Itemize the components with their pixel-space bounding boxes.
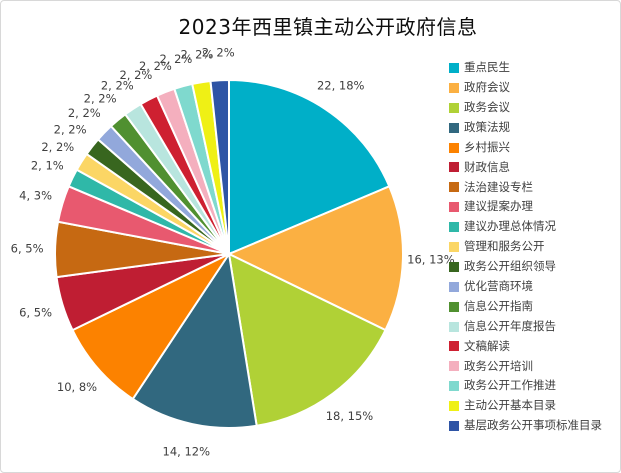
legend-swatch	[449, 142, 459, 153]
legend-swatch	[449, 222, 459, 233]
data-label: 2, 2%	[202, 45, 235, 59]
data-label: 2, 2%	[68, 106, 101, 120]
legend-item: 基层政务公开事项标准目录	[449, 416, 602, 436]
legend-swatch	[449, 361, 459, 372]
legend-item: 信息公开年度报告	[449, 317, 602, 337]
legend-swatch	[449, 321, 459, 332]
legend-item: 政务公开组织领导	[449, 257, 602, 277]
legend-item: 建议提案办理	[449, 197, 602, 217]
data-label: 6, 5%	[11, 242, 44, 256]
data-label: 2, 2%	[84, 92, 117, 106]
data-label: 2, 2%	[54, 122, 87, 136]
legend-item-label: 政策法规	[464, 119, 510, 134]
legend-item-label: 优化营商环境	[464, 278, 533, 293]
legend: 重点民生政府会议政务会议政策法规乡村振兴财政信息法治建设专栏 建议提案办理建议办理…	[449, 58, 602, 436]
data-label: 4, 3%	[19, 189, 52, 203]
legend-item-label: 政务公开工作推进	[464, 378, 556, 393]
legend-item: 信息公开指南	[449, 297, 602, 317]
legend-swatch	[449, 381, 459, 392]
legend-swatch	[449, 102, 459, 113]
legend-item: 主动公开基本目录	[449, 396, 602, 416]
pie-slice	[71, 251, 232, 401]
legend-swatch	[449, 62, 459, 73]
legend-swatch	[449, 162, 459, 173]
legend-item-label: 重点民生	[464, 60, 510, 75]
data-label: 14, 12%	[163, 444, 211, 458]
data-label: 2, 2%	[139, 59, 172, 73]
legend-item: 财政信息	[449, 157, 602, 177]
legend-item: 政务公开工作推进	[449, 376, 602, 396]
data-label: 2, 2%	[119, 68, 152, 82]
legend-swatch	[449, 281, 459, 292]
data-label: 22, 18%	[317, 79, 365, 93]
data-label: 2, 2%	[180, 48, 213, 62]
legend-item-label: 信息公开指南	[464, 298, 533, 313]
data-label: 16, 13%	[407, 252, 455, 266]
pie-slice	[227, 252, 387, 427]
legend-item-label: 政务公开培训	[464, 358, 533, 373]
legend-item: 政务会议	[449, 98, 602, 118]
legend-item: 政务公开培训	[449, 356, 602, 376]
legend-item-label: 信息公开年度报告	[464, 318, 556, 333]
pie-slice	[209, 78, 230, 255]
legend-item-label: 乡村振兴	[464, 139, 510, 154]
legend-swatch	[449, 420, 459, 431]
data-label: 2, 1%	[31, 159, 64, 173]
legend-item-label: 文稿解读	[464, 338, 510, 353]
data-label: 18, 15%	[326, 409, 374, 423]
legend-item-label: 政务公开组织领导	[464, 259, 556, 274]
legend-swatch	[449, 401, 459, 412]
legend-swatch	[449, 241, 459, 252]
legend-item-label: 建议提案办理	[464, 199, 533, 214]
legend-item-label: 基层政务公开事项标准目录	[464, 418, 602, 433]
legend-swatch	[449, 202, 459, 213]
legend-item: 建议办理总体情况	[449, 217, 602, 237]
legend-item: 乡村振兴	[449, 138, 602, 158]
pie-slice	[228, 78, 391, 256]
legend-item-label: 管理和服务公开	[464, 239, 545, 254]
legend-swatch	[449, 82, 459, 93]
data-label: 10, 8%	[57, 380, 97, 394]
legend-item-label: 主动公开基本目录	[464, 398, 556, 413]
legend-swatch	[449, 301, 459, 312]
legend-swatch	[449, 341, 459, 352]
data-label: 2, 2%	[159, 52, 192, 66]
legend-item: 政府会议	[449, 78, 602, 98]
pie-slice	[226, 185, 404, 332]
legend-item: 重点民生	[449, 58, 602, 78]
legend-item-label: 财政信息	[464, 159, 510, 174]
legend-item: 管理和服务公开	[449, 237, 602, 257]
legend-swatch	[449, 122, 459, 133]
data-label: 6, 5%	[19, 305, 52, 319]
legend-swatch	[449, 182, 459, 193]
chart-title: 2023年西里镇主动公开政府信息	[178, 15, 478, 39]
data-label: 2, 2%	[101, 79, 134, 93]
legend-swatch	[449, 261, 459, 272]
legend-item-label: 政务会议	[464, 99, 510, 114]
pie-slice	[131, 251, 258, 429]
legend-item-label: 建议办理总体情况	[464, 219, 556, 234]
legend-item: 政策法规	[449, 118, 602, 138]
legend-item: 文稿解读	[449, 336, 602, 356]
legend-item-label: 法治建设专栏	[464, 179, 533, 194]
data-label: 2, 2%	[41, 140, 74, 154]
legend-item: 法治建设专栏	[449, 177, 602, 197]
legend-item-label: 政府会议	[464, 80, 510, 95]
legend-item: 优化营商环境	[449, 277, 602, 297]
